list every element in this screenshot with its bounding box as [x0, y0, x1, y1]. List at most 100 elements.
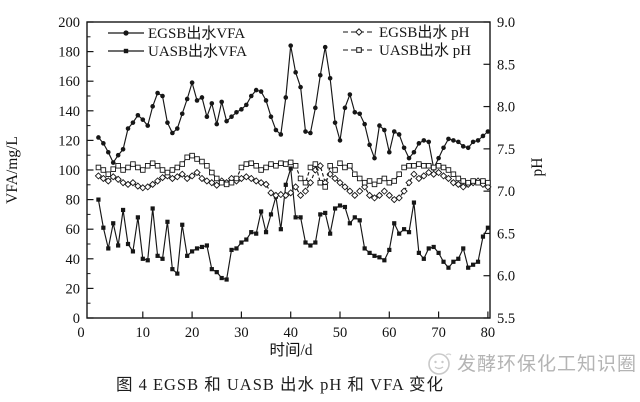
- marker-uasb-vfa: [140, 256, 145, 261]
- marker-uasb-vfa: [347, 221, 352, 226]
- marker-uasb-ph: [322, 184, 328, 190]
- marker-egsb-ph: [198, 174, 206, 183]
- marker-uasb-ph: [228, 179, 235, 186]
- marker-uasb-ph: [140, 167, 146, 173]
- marker-egsb-ph: [119, 179, 127, 187]
- marker-uasb-vfa: [436, 250, 441, 255]
- marker-uasb-vfa: [239, 240, 244, 245]
- marker-egsb-ph: [434, 168, 443, 177]
- marker-uasb-ph: [327, 163, 333, 169]
- marker-uasb-ph: [189, 152, 195, 159]
- marker-egsb-vfa: [416, 141, 422, 146]
- marker-uasb-vfa: [328, 231, 333, 236]
- marker-egsb-vfa: [391, 129, 397, 134]
- marker-egsb-vfa: [465, 145, 471, 151]
- marker-egsb-vfa: [470, 139, 476, 145]
- marker-egsb-vfa: [293, 70, 298, 75]
- marker-uasb-ph: [371, 181, 378, 188]
- marker-egsb-vfa: [268, 114, 274, 120]
- marker-uasb-vfa: [471, 262, 476, 267]
- marker-uasb-ph: [455, 175, 462, 182]
- marker-uasb-vfa: [254, 231, 259, 236]
- marker-uasb-vfa: [431, 244, 436, 250]
- marker-egsb-vfa: [446, 136, 451, 142]
- y-right-axis-title: pH: [529, 158, 546, 177]
- y-right-tick-label: 7.5: [497, 142, 515, 158]
- marker-egsb-ph: [410, 170, 418, 178]
- marker-uasb-ph: [307, 164, 314, 171]
- marker-uasb-ph: [312, 161, 319, 167]
- marker-egsb-ph: [134, 182, 142, 190]
- x-tick-label: 30: [234, 325, 249, 341]
- marker-uasb-ph: [278, 160, 284, 166]
- marker-uasb-ph: [174, 164, 181, 171]
- marker-egsb-ph: [296, 191, 305, 200]
- marker-egsb-vfa: [475, 138, 481, 143]
- y-left-tick-label: 20: [66, 281, 81, 297]
- marker-egsb-ph: [375, 191, 384, 200]
- marker-egsb-vfa: [308, 130, 313, 136]
- marker-uasb-vfa: [106, 246, 111, 251]
- marker-egsb-ph: [257, 179, 265, 187]
- series-line-uasb-vfa: [97, 168, 489, 281]
- legend-ph: EGSB出水 pH UASB出水 pH: [341, 23, 472, 59]
- marker-egsb-vfa: [357, 111, 363, 117]
- marker-uasb-vfa: [421, 256, 426, 261]
- marker-uasb-vfa: [461, 246, 466, 251]
- marker-egsb-ph: [301, 187, 310, 195]
- marker-uasb-vfa: [362, 246, 367, 251]
- marker-uasb-ph: [292, 163, 299, 169]
- marker-uasb-ph: [130, 161, 136, 167]
- marker-uasb-ph: [164, 169, 171, 176]
- marker-egsb-vfa: [396, 132, 402, 137]
- legend-marker-uasb-ph-icon: [343, 46, 375, 53]
- marker-egsb-ph: [400, 187, 408, 195]
- marker-uasb-ph: [105, 171, 112, 177]
- marker-egsb-ph: [291, 183, 300, 191]
- marker-uasb-vfa: [249, 230, 254, 235]
- y-left-tick-label: 80: [66, 193, 81, 209]
- y-left-axis-title: VFA/mg/L: [4, 136, 21, 204]
- marker-egsb-ph: [213, 181, 221, 189]
- marker-uasb-ph: [135, 164, 141, 171]
- legend-label-uasb-ph: UASB出水 pH: [379, 43, 472, 59]
- marker-egsb-ph: [449, 179, 458, 187]
- marker-egsb-vfa: [170, 130, 175, 136]
- y-right-tick-label: 5.5: [497, 311, 515, 327]
- marker-egsb-vfa: [160, 93, 165, 99]
- marker-uasb-ph: [347, 163, 353, 169]
- marker-egsb-vfa: [460, 144, 466, 149]
- marker-uasb-ph: [430, 164, 437, 171]
- marker-uasb-vfa: [185, 253, 190, 258]
- marker-egsb-ph: [395, 194, 403, 202]
- marker-uasb-vfa: [283, 182, 288, 187]
- marker-egsb-ph: [188, 172, 196, 180]
- marker-uasb-vfa: [175, 271, 180, 276]
- marker-uasb-vfa: [332, 206, 338, 211]
- marker-uasb-vfa: [214, 270, 219, 275]
- marker-uasb-ph: [356, 175, 363, 182]
- y-right-tick-label: 8.0: [497, 100, 515, 116]
- marker-egsb-vfa: [273, 127, 279, 133]
- marker-egsb-vfa: [421, 138, 427, 143]
- marker-uasb-vfa: [382, 258, 387, 263]
- marker-uasb-vfa: [268, 212, 274, 217]
- marker-uasb-vfa: [194, 246, 200, 251]
- marker-uasb-vfa: [377, 255, 382, 260]
- marker-uasb-ph: [440, 164, 447, 171]
- marker-uasb-ph: [445, 167, 452, 173]
- marker-uasb-vfa: [244, 237, 249, 242]
- marker-uasb-ph: [199, 158, 205, 165]
- marker-uasb-ph: [406, 163, 412, 169]
- marker-egsb-ph: [459, 183, 467, 191]
- marker-egsb-vfa: [283, 95, 289, 100]
- marker-uasb-vfa: [416, 250, 421, 255]
- marker-uasb-ph: [273, 163, 279, 169]
- marker-uasb-vfa: [367, 250, 372, 255]
- marker-egsb-vfa: [411, 149, 417, 155]
- marker-uasb-ph: [337, 160, 343, 166]
- y-left-tick-label: 100: [58, 163, 80, 179]
- marker-uasb-vfa: [170, 267, 175, 272]
- marker-egsb-vfa: [179, 111, 185, 117]
